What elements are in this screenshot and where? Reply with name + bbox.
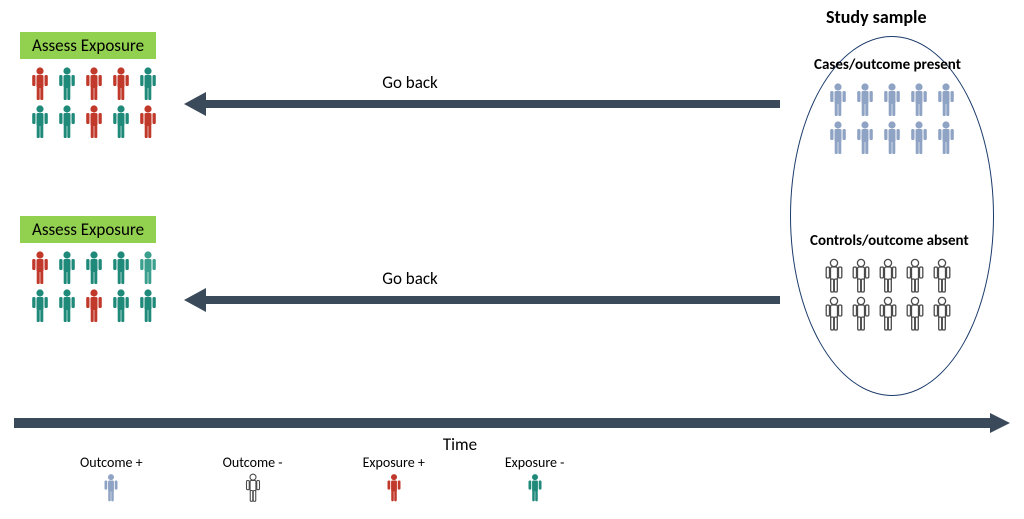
controls-label: Controls/outcome absent [810,232,969,250]
legend-label: Exposure + [363,454,425,471]
person-icon [243,473,263,503]
legend-item: Exposure - [505,454,565,503]
legend-item: Outcome - [223,454,283,503]
person-icon [136,66,160,102]
assess1-people [28,66,160,140]
person-icon [82,104,106,140]
person-icon [826,82,850,118]
assess-exposure-badge-1: Assess Exposure [20,32,156,59]
person-icon [849,258,873,294]
person-icon [82,288,106,324]
person-icon [853,82,877,118]
person-icon [876,296,900,332]
person-icon [849,296,873,332]
person-icon [55,288,79,324]
legend-item: Exposure + [363,454,425,503]
person-icon [82,66,106,102]
person-icon [55,104,79,140]
person-icon [822,296,846,332]
person-icon [880,120,904,156]
person-icon [136,288,160,324]
person-icon [907,82,931,118]
person-icon [28,250,52,286]
legend-label: Exposure - [505,454,565,471]
person-icon [28,66,52,102]
person-icon [136,104,160,140]
legend: Outcome + Outcome - Exposure + Exposure - [80,454,564,503]
person-icon [876,258,900,294]
person-icon [28,104,52,140]
go-back-label-2: Go back [350,268,470,289]
cases-people [826,82,958,156]
person-icon [101,473,121,503]
person-icon [826,120,850,156]
person-icon [934,120,958,156]
person-icon [55,66,79,102]
assess-exposure-badge-2: Assess Exposure [20,216,156,243]
person-icon [907,120,931,156]
person-icon [930,258,954,294]
person-icon [55,250,79,286]
person-icon [28,288,52,324]
person-icon [903,258,927,294]
go-back-label-1: Go back [350,72,470,93]
person-icon [822,258,846,294]
person-icon [903,296,927,332]
assess2-people [28,250,160,324]
person-icon [880,82,904,118]
person-icon [525,473,545,503]
person-icon [853,120,877,156]
person-icon [109,104,133,140]
person-icon [82,250,106,286]
person-icon [136,250,160,286]
timeline-label: Time [420,434,500,455]
study-sample-title: Study sample [826,6,927,28]
person-icon [109,288,133,324]
legend-label: Outcome + [80,454,143,471]
legend-item: Outcome + [80,454,143,503]
person-icon [109,66,133,102]
person-icon [109,250,133,286]
controls-people [822,258,954,332]
cases-label: Cases/outcome present [814,56,961,74]
person-icon [384,473,404,503]
legend-label: Outcome - [223,454,283,471]
person-icon [934,82,958,118]
person-icon [930,296,954,332]
